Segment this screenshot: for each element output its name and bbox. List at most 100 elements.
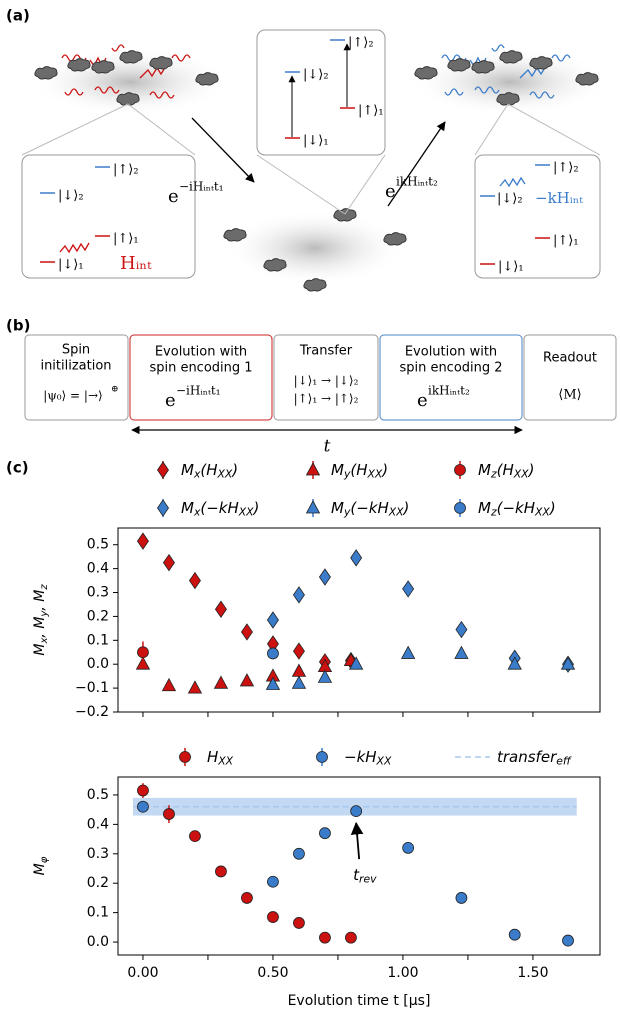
marker xyxy=(351,550,362,566)
marker xyxy=(180,752,191,763)
legend-label: HXX xyxy=(207,748,234,768)
marker xyxy=(403,842,414,853)
operator-exponent: ikHᵢₙₜt₂ xyxy=(428,384,470,398)
marker xyxy=(293,917,304,928)
step-title: Transfer xyxy=(299,344,353,359)
marker xyxy=(267,648,278,659)
marker xyxy=(188,681,201,693)
formula-sup: ⊕ xyxy=(111,385,119,395)
legend-label: My(HXX) xyxy=(331,461,388,481)
ket: |↓⟩₁ xyxy=(498,260,524,275)
marker xyxy=(317,752,328,763)
marker xyxy=(137,801,148,812)
arrow xyxy=(388,122,445,206)
annotation-arrow xyxy=(356,823,359,859)
ket: |↓⟩₂ xyxy=(497,192,523,207)
marker xyxy=(455,503,466,514)
ket: |↓⟩₁ xyxy=(58,258,84,273)
y-tick-label: 0.1 xyxy=(87,632,109,648)
legend-label: Mx(HXX) xyxy=(181,461,238,481)
panel-label: (c) xyxy=(6,459,29,477)
ket: |↑⟩₁ xyxy=(553,234,579,249)
marker xyxy=(509,929,520,940)
formula: |↓⟩₁ → |↓⟩₂ xyxy=(294,374,359,388)
y-tick-label: 0.3 xyxy=(87,846,109,862)
marker xyxy=(307,463,320,475)
y-tick-label: 0.2 xyxy=(87,608,109,624)
step-title: Spin xyxy=(62,343,90,358)
step-title: spin encoding 1 xyxy=(149,361,252,376)
x-tick-label: 1.00 xyxy=(387,965,418,981)
y-tick-label: 0.4 xyxy=(87,816,109,832)
marker xyxy=(241,624,252,640)
step-title: Evolution with xyxy=(155,345,247,360)
marker xyxy=(345,932,356,943)
marker xyxy=(163,809,174,820)
figure: (a) |↑⟩₂ |↓⟩₂ |↑⟩₁ |↓⟩₁ Hᵢₙₜ |↓⟩₁ |↑⟩₁ |… xyxy=(0,0,620,1020)
x-axis-label: Evolution time t [μs] xyxy=(288,993,431,1009)
step-title: initilization xyxy=(40,359,111,374)
ket: |↑⟩₂ xyxy=(113,163,139,178)
step-title: Readout xyxy=(543,351,597,366)
marker xyxy=(137,533,148,549)
marker xyxy=(241,892,252,903)
marker xyxy=(307,501,320,513)
marker xyxy=(403,581,414,597)
ket: |↓⟩₂ xyxy=(303,68,329,83)
marker xyxy=(215,601,226,617)
y-tick-label: 0.1 xyxy=(87,905,109,921)
ket: |↑⟩₁ xyxy=(113,232,139,247)
marker xyxy=(163,555,174,571)
coupling: −kHᵢₙₜ xyxy=(535,189,583,207)
marker xyxy=(189,573,200,589)
marker xyxy=(292,676,305,688)
x-tick-label: 0.50 xyxy=(257,965,288,981)
y-tick-label: 0.0 xyxy=(87,656,109,672)
legend-label: My(−kHXX) xyxy=(331,499,409,519)
marker xyxy=(319,569,330,585)
marker xyxy=(402,646,415,658)
ket: |↑⟩₂ xyxy=(553,161,579,176)
y-tick-label: 0.3 xyxy=(87,585,109,601)
y-tick-label: 0.2 xyxy=(87,875,109,891)
legend-label: Mz(−kHXX) xyxy=(478,499,556,519)
formula: |ψ₀⟩ = |→⟩ xyxy=(43,389,102,403)
y-axis-label: Mφ xyxy=(32,856,50,875)
legend-label: Mx(−kHXX) xyxy=(181,499,259,519)
marker xyxy=(267,876,278,887)
marker xyxy=(292,664,305,676)
y-tick-label: 0.5 xyxy=(87,537,109,553)
marker xyxy=(456,622,467,638)
panel-label: (a) xyxy=(6,7,30,25)
marker xyxy=(319,828,330,839)
marker xyxy=(137,647,148,658)
marker xyxy=(455,646,468,658)
marker xyxy=(240,674,253,686)
level-box xyxy=(22,155,195,278)
marker xyxy=(162,679,175,691)
arrow xyxy=(192,118,254,182)
y-tick-label: −0.2 xyxy=(75,704,109,720)
legend-label: transfereff xyxy=(497,748,572,768)
marker xyxy=(215,866,226,877)
marker xyxy=(293,643,304,659)
ket: |↑⟩₁ xyxy=(358,104,384,119)
marker xyxy=(318,670,331,682)
marker xyxy=(563,935,574,946)
step-title: Evolution with xyxy=(405,345,497,360)
operator-base: e xyxy=(385,181,396,202)
marker xyxy=(351,806,362,817)
y-tick-label: 0.5 xyxy=(87,787,109,803)
operator-exponent: −iHᵢₙₜt₁ xyxy=(176,384,221,398)
panel-label: (b) xyxy=(6,317,30,335)
marker xyxy=(455,465,466,476)
formula: |↑⟩₁ → |↑⟩₂ xyxy=(294,392,359,406)
marker xyxy=(214,676,227,688)
marker xyxy=(158,462,169,478)
marker xyxy=(137,785,148,796)
y-tick-label: 0.0 xyxy=(87,934,109,950)
marker xyxy=(158,500,169,516)
operator-base: e xyxy=(165,390,176,411)
legend-label: Mz(HXX) xyxy=(478,461,534,481)
marker xyxy=(293,848,304,859)
